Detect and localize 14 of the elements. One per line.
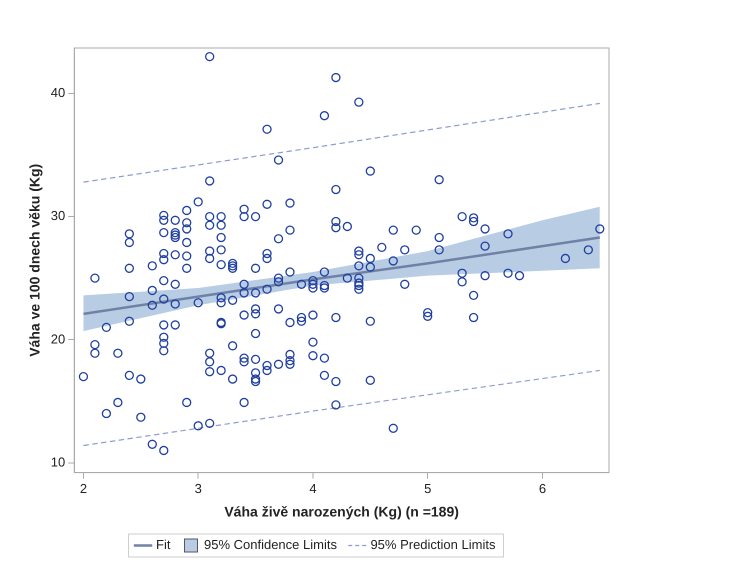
y-tick-label: 40 [50, 85, 66, 100]
y-tick-label: 10 [50, 454, 66, 470]
x-axis-title: Váha živě narozených (Kg) (n =189) [224, 503, 459, 520]
x-tick-label: 6 [538, 480, 546, 496]
x-tick-label: 5 [424, 480, 432, 496]
y-tick-label: 20 [50, 331, 66, 346]
legend-label: 95% Prediction Limits [370, 537, 496, 552]
x-tick-label: 3 [194, 480, 202, 496]
x-tick-label: 2 [80, 480, 88, 496]
legend-label: Fit [156, 537, 171, 552]
legend-label: 95% Confidence Limits [204, 537, 338, 552]
y-tick-label: 30 [50, 208, 66, 224]
x-tick-label: 4 [309, 480, 317, 496]
y-axis-title: Váha ve 100 dnech věku (Kg) [26, 164, 42, 357]
